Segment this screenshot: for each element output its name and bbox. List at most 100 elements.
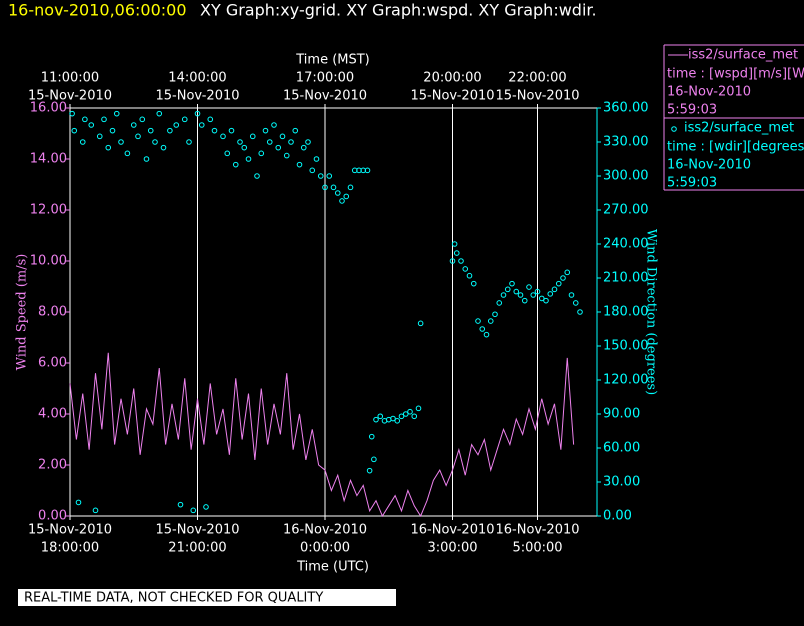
direction-point: [160, 144, 167, 151]
x-tick-label: 3:00:00: [427, 541, 477, 556]
x-tick-label: 16-Nov-2010: [283, 523, 367, 538]
header-graphs: XY Graph:xy-grid. XY Graph:wspd. XY Grap…: [200, 1, 597, 20]
direction-point: [143, 156, 150, 162]
direction-point: [504, 286, 511, 293]
direction-point: [296, 161, 303, 168]
direction-point: [555, 280, 562, 287]
y-tick-label: 6.00: [38, 356, 67, 371]
x-tick-label: 16-Nov-2010: [410, 523, 494, 538]
direction-point: [534, 288, 541, 295]
y2-axis-label: Wind Direction (degrees): [644, 229, 659, 395]
direction-point: [249, 133, 256, 140]
direction-point: [547, 291, 554, 297]
direction-point: [330, 184, 337, 191]
y-tick-label: 4.00: [38, 407, 67, 422]
header-date: 16-nov-2010,06:00:00: [8, 1, 187, 20]
y2-tick-label: 330.00: [603, 135, 649, 150]
direction-point: [347, 184, 354, 191]
direction-point: [156, 110, 163, 117]
direction-point: [526, 284, 532, 290]
direction-point: [190, 507, 197, 514]
direction-point: [466, 272, 473, 279]
x2-tick-label: 20:00:00: [423, 71, 481, 86]
direction-point: [366, 467, 373, 474]
x2-tick-label: 22:00:00: [508, 71, 566, 86]
legend-detail: 16-Nov-2010: [667, 85, 751, 100]
direction-point: [173, 122, 180, 128]
direction-point: [479, 326, 486, 332]
direction-point: [186, 139, 192, 145]
y-tick-label: 14.00: [30, 152, 67, 167]
direction-point: [402, 411, 409, 417]
direction-point: [390, 415, 396, 422]
direction-point: [279, 133, 286, 140]
direction-point: [109, 127, 116, 134]
legend-swatch: [671, 126, 677, 132]
x2-tick-label: 17:00:00: [296, 71, 354, 86]
direction-point: [309, 167, 316, 174]
direction-point: [88, 122, 95, 128]
legend-detail: 5:59:03: [667, 176, 717, 191]
direction-point: [326, 173, 333, 179]
direction-point: [517, 292, 524, 298]
direction-point: [564, 269, 571, 276]
direction-point: [181, 116, 188, 123]
x-axis-label: Time (UTC): [296, 560, 369, 575]
direction-point: [275, 144, 282, 151]
direction-point: [194, 110, 201, 117]
y2-tick-label: 150.00: [603, 339, 649, 354]
direction-point: [500, 292, 507, 298]
direction-point: [224, 150, 231, 157]
direction-point: [271, 122, 277, 128]
direction-point: [462, 266, 469, 272]
direction-point: [228, 127, 235, 134]
y-tick-label: 8.00: [38, 305, 67, 320]
direction-point: [258, 150, 265, 157]
direction-point: [470, 280, 477, 287]
direction-point: [415, 405, 422, 412]
y-tick-label: 0.00: [38, 509, 67, 524]
x-tick-label: 21:00:00: [168, 541, 226, 556]
direction-point: [75, 499, 82, 506]
direction-point: [492, 311, 498, 318]
direction-point: [79, 139, 86, 145]
y-tick-label: 12.00: [30, 203, 67, 218]
direction-point: [513, 288, 520, 295]
direction-point: [371, 456, 377, 463]
direction-point: [118, 139, 124, 145]
footer-note: REAL-TIME DATA, NOT CHECKED FOR QUALITY: [24, 591, 323, 606]
direction-point: [254, 173, 260, 179]
direction-point: [343, 193, 350, 200]
direction-point: [373, 416, 379, 423]
direction-point: [232, 161, 239, 168]
y2-tick-label: 90.00: [603, 407, 640, 422]
direction-point: [82, 116, 88, 123]
direction-point: [339, 198, 345, 204]
direction-point: [530, 292, 537, 298]
direction-point: [451, 241, 458, 247]
y2-tick-label: 300.00: [603, 169, 649, 184]
direction-point: [411, 413, 418, 420]
y-tick-label: 10.00: [30, 254, 67, 269]
direction-point: [496, 300, 503, 306]
y2-tick-label: 270.00: [603, 203, 649, 218]
direction-point: [105, 144, 112, 151]
direction-point: [283, 152, 290, 159]
direction-point: [203, 504, 209, 510]
direction-point: [551, 286, 558, 293]
direction-point: [101, 116, 107, 123]
direction-point: [241, 144, 248, 151]
direction-point: [334, 190, 341, 196]
direction-point: [509, 280, 515, 287]
x2-tick-label: 15-Nov-2010: [410, 89, 494, 104]
x2-tick-label: 11:00:00: [41, 71, 99, 86]
direction-point: [394, 418, 401, 424]
x2-tick-label: 14:00:00: [168, 71, 226, 86]
y-tick-label: 2.00: [38, 458, 67, 473]
direction-point: [211, 127, 218, 134]
direction-point: [568, 292, 575, 298]
y-tick-label: 16.00: [30, 101, 67, 116]
x2-tick-label: 15-Nov-2010: [28, 89, 112, 104]
